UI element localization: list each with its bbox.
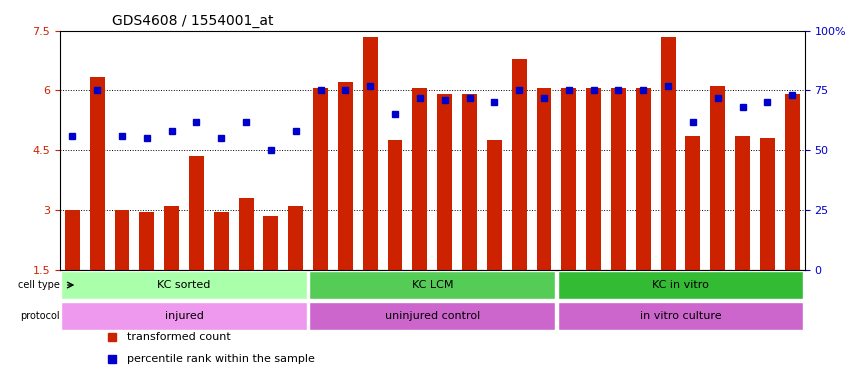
Bar — [661, 37, 675, 270]
Bar — [214, 212, 229, 270]
Text: injured: injured — [164, 311, 204, 321]
FancyBboxPatch shape — [61, 271, 307, 299]
Bar — [115, 210, 129, 270]
Text: cell type: cell type — [18, 280, 60, 290]
FancyBboxPatch shape — [309, 271, 556, 299]
Bar — [512, 59, 526, 270]
Bar — [313, 88, 328, 270]
Bar — [164, 206, 179, 270]
FancyBboxPatch shape — [61, 302, 307, 329]
Bar — [636, 88, 651, 270]
Bar — [189, 156, 204, 270]
Bar — [686, 136, 700, 270]
Text: KC sorted: KC sorted — [158, 280, 211, 290]
Bar — [785, 94, 800, 270]
Bar — [388, 140, 402, 270]
Text: in vitro culture: in vitro culture — [639, 311, 722, 321]
Bar — [288, 206, 303, 270]
Bar — [90, 76, 104, 270]
Bar — [760, 138, 775, 270]
Bar — [586, 88, 601, 270]
Bar — [140, 212, 154, 270]
Bar — [710, 86, 725, 270]
Text: KC LCM: KC LCM — [412, 280, 453, 290]
Bar — [462, 94, 477, 270]
Bar — [611, 88, 626, 270]
Bar — [437, 94, 452, 270]
Bar — [239, 198, 253, 270]
Text: uninjured control: uninjured control — [384, 311, 480, 321]
Bar — [363, 37, 377, 270]
Text: transformed count: transformed count — [127, 332, 231, 342]
Bar — [65, 210, 80, 270]
Bar — [735, 136, 750, 270]
Text: percentile rank within the sample: percentile rank within the sample — [127, 354, 315, 364]
Bar — [487, 140, 502, 270]
Text: GDS4608 / 1554001_at: GDS4608 / 1554001_at — [112, 14, 274, 28]
Bar — [338, 83, 353, 270]
Bar — [413, 88, 427, 270]
Text: KC in vitro: KC in vitro — [652, 280, 709, 290]
Bar — [562, 88, 576, 270]
FancyBboxPatch shape — [557, 302, 804, 329]
FancyBboxPatch shape — [309, 302, 556, 329]
Bar — [264, 216, 278, 270]
FancyBboxPatch shape — [557, 271, 804, 299]
Bar — [537, 88, 551, 270]
Text: protocol: protocol — [21, 311, 60, 321]
